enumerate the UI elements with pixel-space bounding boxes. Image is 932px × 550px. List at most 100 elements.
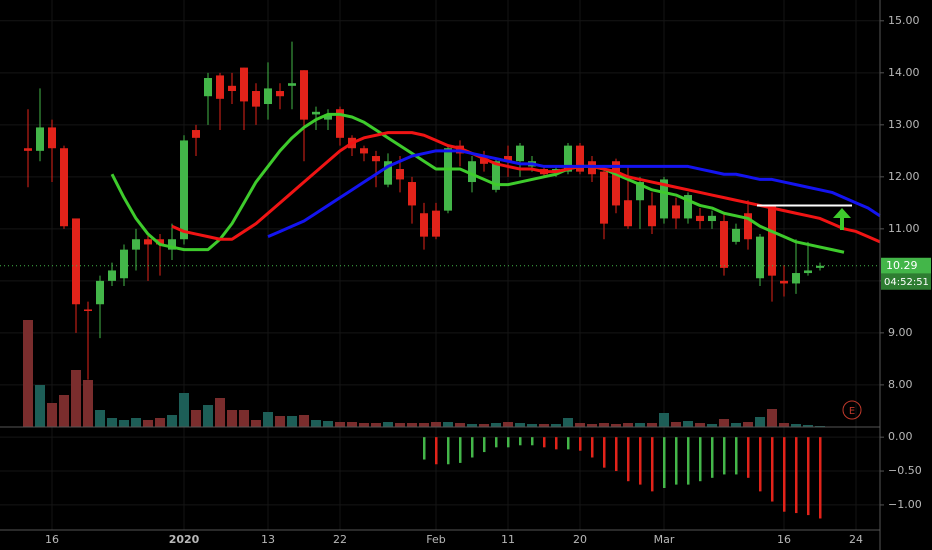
volume-bar bbox=[551, 424, 561, 427]
candle-body bbox=[312, 111, 320, 115]
candle-body bbox=[612, 161, 620, 206]
volume-bar bbox=[659, 413, 669, 427]
histogram-bar bbox=[555, 437, 558, 450]
volume-bar bbox=[779, 423, 789, 427]
moving-average-line bbox=[110, 112, 845, 254]
volume-bar bbox=[143, 420, 153, 427]
histogram-bar bbox=[735, 437, 738, 475]
y-tick-label: −1.00 bbox=[888, 498, 922, 511]
volume-bar bbox=[299, 415, 309, 427]
candle-body bbox=[264, 88, 272, 105]
histogram-bar bbox=[687, 437, 690, 485]
x-tick-label: 22 bbox=[333, 533, 347, 546]
volume-bar bbox=[491, 423, 501, 427]
histogram-bar bbox=[423, 437, 426, 460]
candle-body bbox=[60, 148, 68, 227]
candle-body bbox=[180, 140, 188, 240]
candle-body bbox=[396, 169, 404, 180]
volume-bar bbox=[203, 405, 213, 427]
y-tick-label: 13.00 bbox=[888, 118, 920, 131]
histogram-bar bbox=[771, 437, 774, 502]
volume-bar bbox=[95, 410, 105, 427]
volume-bar bbox=[311, 420, 321, 427]
histogram-bar bbox=[747, 437, 750, 478]
candle-body bbox=[648, 205, 656, 227]
candle-body bbox=[204, 78, 212, 97]
candle-body bbox=[792, 273, 800, 284]
volume-bar bbox=[767, 409, 777, 427]
price-tag-label: 10.29 bbox=[886, 259, 918, 272]
histogram-bar bbox=[579, 437, 582, 451]
y-tick-label: 14.00 bbox=[888, 66, 920, 79]
candle-body bbox=[96, 280, 104, 305]
candle-body bbox=[360, 148, 368, 154]
candle-body bbox=[480, 158, 488, 164]
x-tick-label: 20 bbox=[573, 533, 587, 546]
volume-bar bbox=[383, 422, 393, 427]
candle-body bbox=[168, 239, 176, 250]
earnings-label: E bbox=[849, 406, 855, 417]
volume-bar bbox=[35, 385, 45, 427]
candle-body bbox=[732, 228, 740, 242]
histogram-bar bbox=[591, 437, 594, 458]
volume-bar bbox=[83, 380, 93, 427]
candle-body bbox=[156, 239, 164, 245]
candle-body bbox=[468, 161, 476, 183]
volume-bar bbox=[731, 423, 741, 427]
volume-bar bbox=[623, 423, 633, 427]
volume-bar bbox=[587, 424, 597, 427]
x-tick-label: 16 bbox=[777, 533, 791, 546]
volume-bar bbox=[539, 424, 549, 427]
histogram-bar bbox=[639, 437, 642, 485]
price-tag bbox=[881, 257, 931, 274]
histogram-bar bbox=[495, 437, 498, 448]
histogram-bar bbox=[819, 437, 822, 519]
x-tick-label: 24 bbox=[849, 533, 863, 546]
candle-body bbox=[240, 67, 248, 102]
candle-body bbox=[564, 145, 572, 172]
histogram-bar bbox=[651, 437, 654, 492]
candle-body bbox=[708, 215, 716, 222]
volume-bar bbox=[371, 423, 381, 427]
volume-bar bbox=[395, 423, 405, 427]
volume-bar bbox=[191, 410, 201, 427]
candle-body bbox=[48, 127, 56, 149]
candle-body bbox=[252, 91, 260, 107]
histogram-bar bbox=[627, 437, 630, 482]
candle-body bbox=[744, 213, 752, 240]
candle-body bbox=[816, 265, 824, 268]
volume-bar bbox=[563, 418, 573, 427]
volume-bar bbox=[155, 418, 165, 427]
candle-body bbox=[384, 161, 392, 185]
x-tick-label: 13 bbox=[261, 533, 275, 546]
volume-bar bbox=[431, 422, 441, 427]
histogram-bar bbox=[783, 437, 786, 512]
candle-body bbox=[120, 249, 128, 279]
volume-bar bbox=[47, 403, 57, 427]
volume-bar bbox=[107, 418, 117, 427]
volume-bar bbox=[743, 422, 753, 427]
candle-body bbox=[132, 239, 140, 250]
candle-body bbox=[372, 156, 380, 162]
histogram-bar bbox=[807, 437, 810, 516]
volume-bar bbox=[275, 416, 285, 427]
histogram-bar bbox=[675, 437, 678, 485]
volume-bar bbox=[407, 423, 417, 427]
histogram-bar bbox=[711, 437, 714, 478]
candle-body bbox=[84, 309, 92, 312]
volume-bar bbox=[263, 412, 273, 427]
x-tick-label: 16 bbox=[45, 533, 59, 546]
candle-body bbox=[600, 171, 608, 224]
histogram-bar bbox=[795, 437, 798, 514]
candle-body bbox=[492, 161, 500, 190]
volume-bar bbox=[335, 422, 345, 427]
volume-bar bbox=[179, 393, 189, 427]
y-tick-label: 0.00 bbox=[888, 430, 913, 443]
x-tick-label: Feb bbox=[426, 533, 445, 546]
candle-body bbox=[696, 215, 704, 222]
countdown-label: 04:52:51 bbox=[884, 277, 929, 288]
y-tick-label: 11.00 bbox=[888, 222, 920, 235]
volume-bar bbox=[671, 422, 681, 427]
